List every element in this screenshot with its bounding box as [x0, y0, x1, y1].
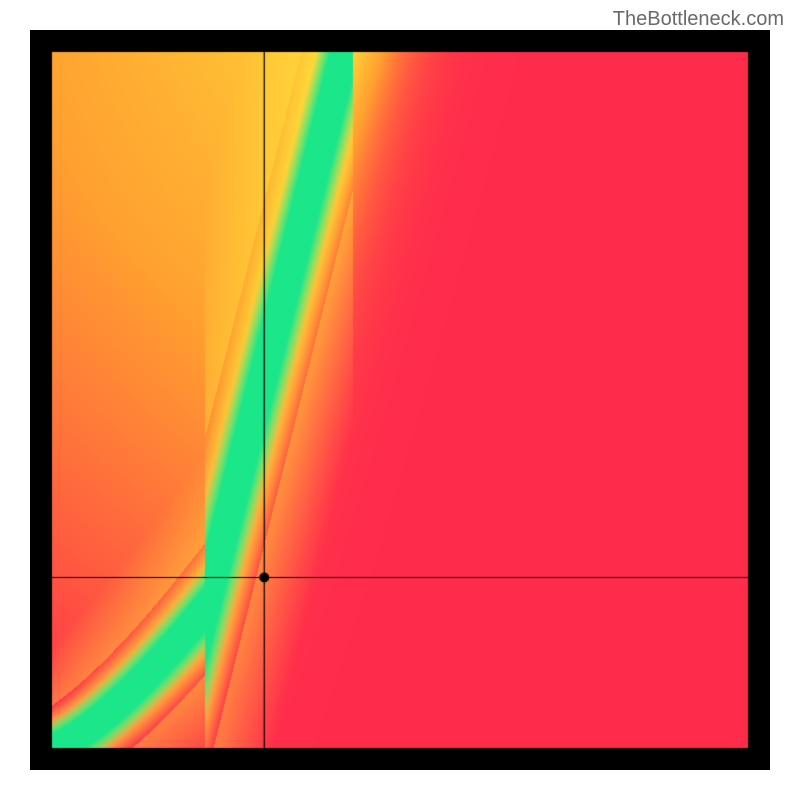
- heatmap-canvas: [30, 30, 770, 770]
- chart-container: TheBottleneck.com: [0, 0, 800, 800]
- watermark: TheBottleneck.com: [613, 8, 784, 31]
- heatmap-plot: [30, 30, 770, 770]
